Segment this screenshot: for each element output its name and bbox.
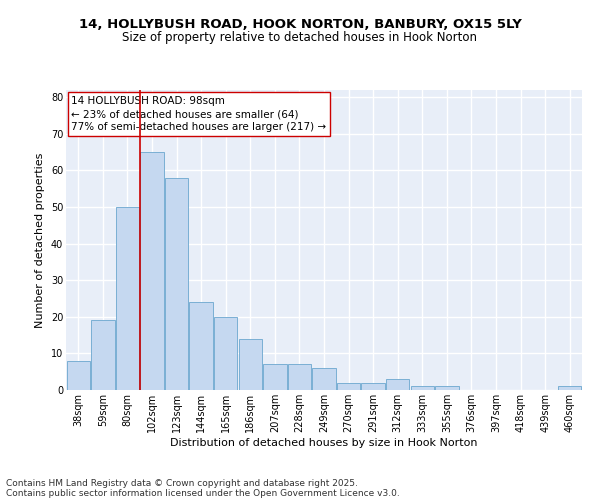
Text: 14, HOLLYBUSH ROAD, HOOK NORTON, BANBURY, OX15 5LY: 14, HOLLYBUSH ROAD, HOOK NORTON, BANBURY… xyxy=(79,18,521,30)
Bar xyxy=(410,386,434,390)
Bar xyxy=(116,207,139,390)
Bar xyxy=(386,379,409,390)
Bar xyxy=(140,152,164,390)
Bar xyxy=(214,317,238,390)
Bar xyxy=(263,364,287,390)
Bar xyxy=(435,386,458,390)
Text: Contains public sector information licensed under the Open Government Licence v3: Contains public sector information licen… xyxy=(6,488,400,498)
Bar xyxy=(165,178,188,390)
Bar xyxy=(337,382,360,390)
Bar xyxy=(361,382,385,390)
Bar xyxy=(313,368,335,390)
Bar xyxy=(190,302,213,390)
Bar xyxy=(288,364,311,390)
Text: 14 HOLLYBUSH ROAD: 98sqm
← 23% of detached houses are smaller (64)
77% of semi-d: 14 HOLLYBUSH ROAD: 98sqm ← 23% of detach… xyxy=(71,96,326,132)
Text: Contains HM Land Registry data © Crown copyright and database right 2025.: Contains HM Land Registry data © Crown c… xyxy=(6,478,358,488)
Bar xyxy=(67,360,90,390)
Text: Size of property relative to detached houses in Hook Norton: Size of property relative to detached ho… xyxy=(122,31,478,44)
Bar xyxy=(558,386,581,390)
Bar xyxy=(239,339,262,390)
Bar xyxy=(91,320,115,390)
X-axis label: Distribution of detached houses by size in Hook Norton: Distribution of detached houses by size … xyxy=(170,438,478,448)
Y-axis label: Number of detached properties: Number of detached properties xyxy=(35,152,45,328)
